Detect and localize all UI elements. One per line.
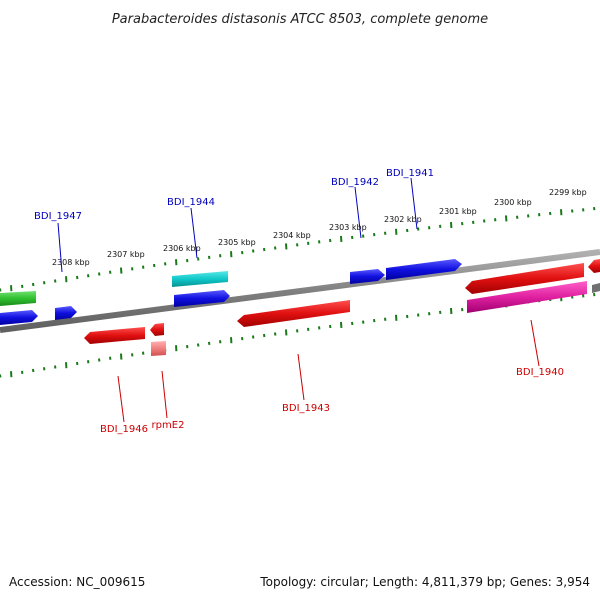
gene-bdi1943[interactable]	[237, 300, 350, 327]
gene-bdi1944-blue[interactable]	[174, 290, 230, 307]
genome-summary-text: Topology: circular; Length: 4,811,379 bp…	[259, 575, 590, 589]
ruler-label-2301: 2301 kbp	[439, 207, 477, 216]
gene-green-left[interactable]	[0, 291, 36, 306]
forward-ruler	[0, 207, 596, 292]
gene-red-right[interactable]	[588, 259, 600, 273]
ruler-label-2305: 2305 kbp	[218, 238, 256, 247]
label-bdi1943: BDI_1943	[282, 403, 330, 414]
forward-label-leaders	[57, 177, 418, 273]
label-bdi1942: BDI_1942	[331, 177, 379, 188]
gene-rpme2[interactable]	[150, 323, 164, 336]
label-bdi1944: BDI_1944	[167, 197, 215, 208]
gene-blue-left[interactable]	[0, 310, 38, 325]
gene-bdi1940-pink[interactable]	[467, 281, 587, 313]
accession-text: Accession: NC_009615	[9, 575, 145, 589]
gene-bdi1941[interactable]	[386, 259, 462, 280]
map-title: Parabacteroides distasonis ATCC 8503, co…	[112, 12, 488, 27]
label-bdi1947: BDI_1947	[34, 211, 82, 222]
ruler-label-2304: 2304 kbp	[273, 231, 311, 240]
ruler-label-2299: 2299 kbp	[549, 188, 587, 197]
label-bdi1946: BDI_1946	[100, 424, 148, 435]
genome-backbone	[0, 249, 600, 333]
ruler-label-2303: 2303 kbp	[329, 223, 367, 232]
ruler-label-2300: 2300 kbp	[494, 198, 532, 207]
ruler-label-2307: 2307 kbp	[107, 250, 145, 259]
gene-rpme2-light[interactable]	[151, 341, 166, 356]
gene-bdi1944-cyan[interactable]	[172, 271, 228, 287]
gene-bdi1942[interactable]	[350, 269, 385, 284]
gene-bdi1946[interactable]	[84, 327, 145, 344]
forward-genes	[0, 259, 462, 325]
ruler-label-2308: 2308 kbp	[52, 258, 90, 267]
ruler-label-2302: 2302 kbp	[384, 215, 422, 224]
reverse-genes	[84, 259, 600, 356]
ruler-label-2306: 2306 kbp	[163, 244, 201, 253]
gene-bdi1947[interactable]	[55, 306, 77, 320]
backbone-segment-right	[592, 283, 600, 293]
label-bdi1940: BDI_1940	[516, 367, 564, 378]
reverse-label-leaders	[117, 319, 540, 423]
label-rpme2: rpmE2	[152, 420, 185, 431]
label-bdi1941: BDI_1941	[386, 168, 434, 179]
gene-bdi1940-red[interactable]	[465, 263, 584, 294]
